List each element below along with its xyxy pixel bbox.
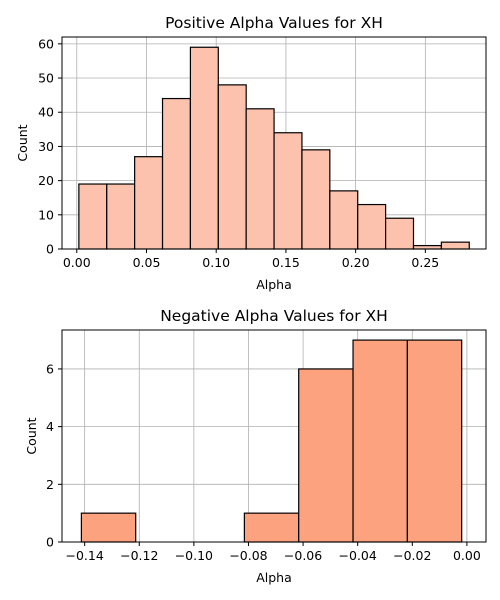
x-tick-label: −0.02 bbox=[393, 548, 431, 563]
plot-frame bbox=[61, 329, 487, 543]
histogram-bar bbox=[301, 149, 331, 250]
y-tick-label: 6 bbox=[46, 361, 54, 376]
x-tick-label: −0.12 bbox=[120, 548, 158, 563]
chart-1: 0.00 0.05 0.10 0.15 0.20 0.25 0 10 20 30 40 50 60 Pos… bbox=[15, 14, 487, 292]
x-tick-label: 0.00 bbox=[453, 548, 481, 563]
histogram-bar bbox=[134, 156, 164, 250]
chart-title: Negative Alpha Values for XH bbox=[160, 307, 388, 325]
x-axis-label: Alpha bbox=[256, 277, 292, 292]
x-tick-label: 0.15 bbox=[272, 255, 300, 270]
x-axis-label: Alpha bbox=[256, 570, 292, 585]
histogram-bar bbox=[243, 512, 300, 543]
y-axis-label: Count bbox=[15, 124, 30, 161]
y-tick-label: 30 bbox=[38, 139, 54, 154]
histogram-bar bbox=[406, 339, 463, 543]
histogram-bar bbox=[352, 339, 408, 543]
y-tick-label: 50 bbox=[38, 71, 54, 86]
y-tick-label: 10 bbox=[38, 207, 54, 222]
x-tick-label: −0.04 bbox=[339, 548, 377, 563]
histogram-bar bbox=[329, 190, 359, 250]
histogram-bar bbox=[412, 244, 442, 250]
histogram-bar bbox=[217, 84, 247, 250]
x-tick-label: 0.25 bbox=[411, 255, 439, 270]
x-tick-label: −0.14 bbox=[66, 548, 104, 563]
y-tick-label: 60 bbox=[38, 36, 54, 51]
x-tick-label: −0.10 bbox=[175, 548, 213, 563]
y-tick-label: 40 bbox=[38, 105, 54, 120]
y-tick-label: 0 bbox=[46, 242, 54, 257]
y-axis-label: Count bbox=[24, 417, 39, 454]
x-tick-label: 0.00 bbox=[63, 255, 91, 270]
chart-title: Positive Alpha Values for XH bbox=[165, 14, 383, 32]
y-tick-label: 20 bbox=[38, 173, 54, 188]
x-tick-label: −0.08 bbox=[229, 548, 267, 563]
histogram-bar bbox=[80, 512, 137, 543]
histogram-bar bbox=[298, 368, 354, 543]
y-tick-label: 2 bbox=[46, 477, 54, 492]
histogram-bar bbox=[189, 46, 219, 250]
chart-2: −0.14 −0.12 −0.10 −0.08 −0.06 −0.04 −0.02 0.00 0… bbox=[24, 307, 487, 585]
plot-frame bbox=[61, 36, 487, 250]
histogram-bar bbox=[161, 97, 192, 250]
y-tick-label: 0 bbox=[46, 535, 54, 550]
histogram-bar bbox=[440, 241, 470, 250]
x-tick-label: −0.06 bbox=[284, 548, 322, 563]
histogram-bar bbox=[385, 217, 415, 250]
histogram-bar bbox=[245, 108, 275, 250]
x-tick-label: 0.20 bbox=[342, 255, 370, 270]
x-tick-label: 0.05 bbox=[133, 255, 161, 270]
histogram-bar bbox=[78, 183, 108, 250]
y-tick-label: 4 bbox=[46, 419, 54, 434]
histogram-bar bbox=[106, 183, 136, 250]
x-tick-label: 0.10 bbox=[202, 255, 230, 270]
histogram-bar bbox=[273, 132, 303, 250]
histogram-bar bbox=[357, 203, 387, 250]
